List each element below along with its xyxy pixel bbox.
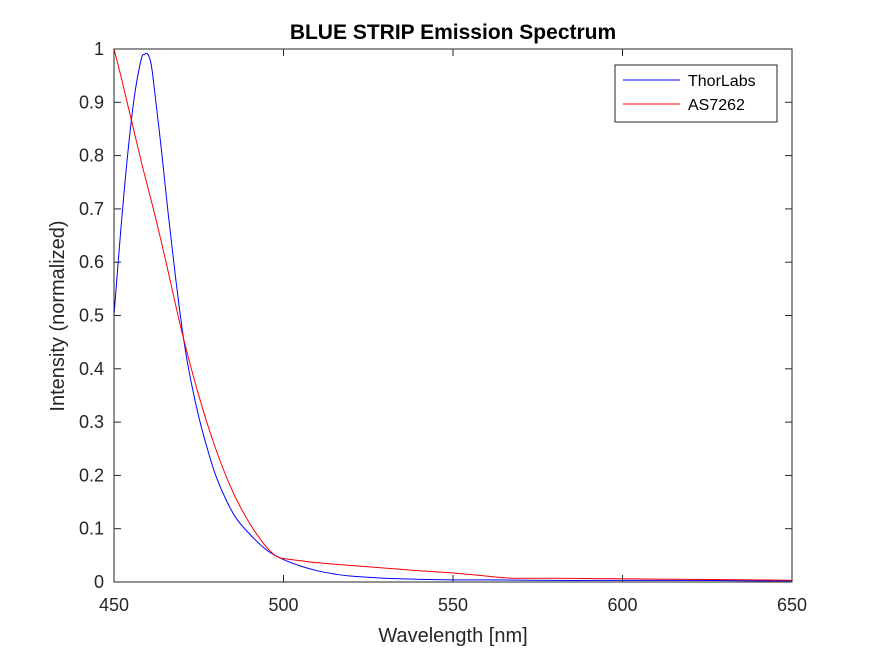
- y-tick-label-0.4: 0.4: [79, 359, 104, 379]
- y-tick-label-0.9: 0.9: [79, 92, 104, 112]
- x-tick-label-600: 600: [607, 595, 637, 615]
- y-tick-label-0.7: 0.7: [79, 199, 104, 219]
- x-axis: 450 500 550 600 650: [99, 49, 807, 615]
- legend-label-as7262: AS7262: [688, 97, 745, 114]
- plot-area: [114, 49, 792, 582]
- legend-box: [614, 64, 778, 123]
- series-line-as7262: [113, 48, 793, 581]
- y-tick-label-0.1: 0.1: [79, 519, 104, 539]
- chart-title: BLUE STRIP Emission Spectrum: [290, 21, 616, 44]
- series-line-thorlabs: [113, 52, 793, 582]
- y-axis-label: Intensity (normalized): [47, 220, 69, 411]
- x-tick-label-550: 550: [438, 595, 468, 615]
- x-tick-label-500: 500: [268, 595, 298, 615]
- y-tick-label-0.5: 0.5: [79, 306, 104, 326]
- legend-label-thorlabs: ThorLabs: [688, 73, 756, 90]
- x-tick-label-450: 450: [99, 595, 129, 615]
- legend: ThorLabs AS7262: [614, 64, 778, 123]
- y-tick-label-1: 1: [94, 39, 104, 59]
- y-tick-label-0.6: 0.6: [79, 252, 104, 272]
- y-tick-label-0.8: 0.8: [79, 146, 104, 166]
- y-tick-label-0: 0: [94, 572, 104, 592]
- y-tick-label-0.3: 0.3: [79, 412, 104, 432]
- x-axis-label: Wavelength [nm]: [378, 625, 527, 647]
- y-tick-label-0.2: 0.2: [79, 465, 104, 485]
- series-layer: [113, 48, 793, 582]
- y-axis: 0 0.1 0.2 0.3 0.4 0.5 0.6 0.7 0.8 0.9 1: [79, 39, 792, 592]
- x-tick-label-650: 650: [777, 595, 807, 615]
